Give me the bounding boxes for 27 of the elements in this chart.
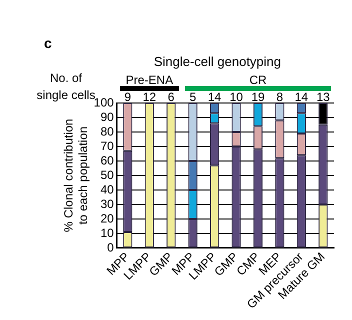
annotation: 9 <box>124 90 132 104</box>
y-tick-label: 40 <box>100 182 114 196</box>
text: CR <box>249 73 267 87</box>
annotation: 8 <box>276 90 284 104</box>
annotation: 13 <box>316 90 330 104</box>
y-tick-label: 50 <box>100 168 114 182</box>
y-tick-label: 30 <box>100 196 114 211</box>
annotation: 5 <box>189 90 196 104</box>
y-tick-label: 80 <box>100 124 114 138</box>
text: Pre-ENA <box>126 73 174 87</box>
y-tick-label: 10 <box>100 226 114 240</box>
annotation: 14 <box>208 90 222 104</box>
annotation: 6 <box>168 90 175 104</box>
y-tick-label: 70 <box>100 138 114 153</box>
annotation: 14 <box>294 90 308 104</box>
chart-title: Single-cell genotyping <box>154 54 282 69</box>
text: c <box>44 35 52 51</box>
y-tick-label: 100 <box>94 95 114 110</box>
y-tick-label: 20 <box>100 211 114 226</box>
text: No. of single cells <box>36 71 96 102</box>
annotation: 12 <box>142 90 156 104</box>
annotation: 19 <box>251 90 265 104</box>
y-tick-label: 90 <box>100 110 114 124</box>
y-tick-label: 0 <box>107 240 114 254</box>
y-axis-title: % Clonal contribution to each population <box>62 118 90 232</box>
y-tick-label: 60 <box>100 153 114 168</box>
annotation: 10 <box>230 90 244 104</box>
